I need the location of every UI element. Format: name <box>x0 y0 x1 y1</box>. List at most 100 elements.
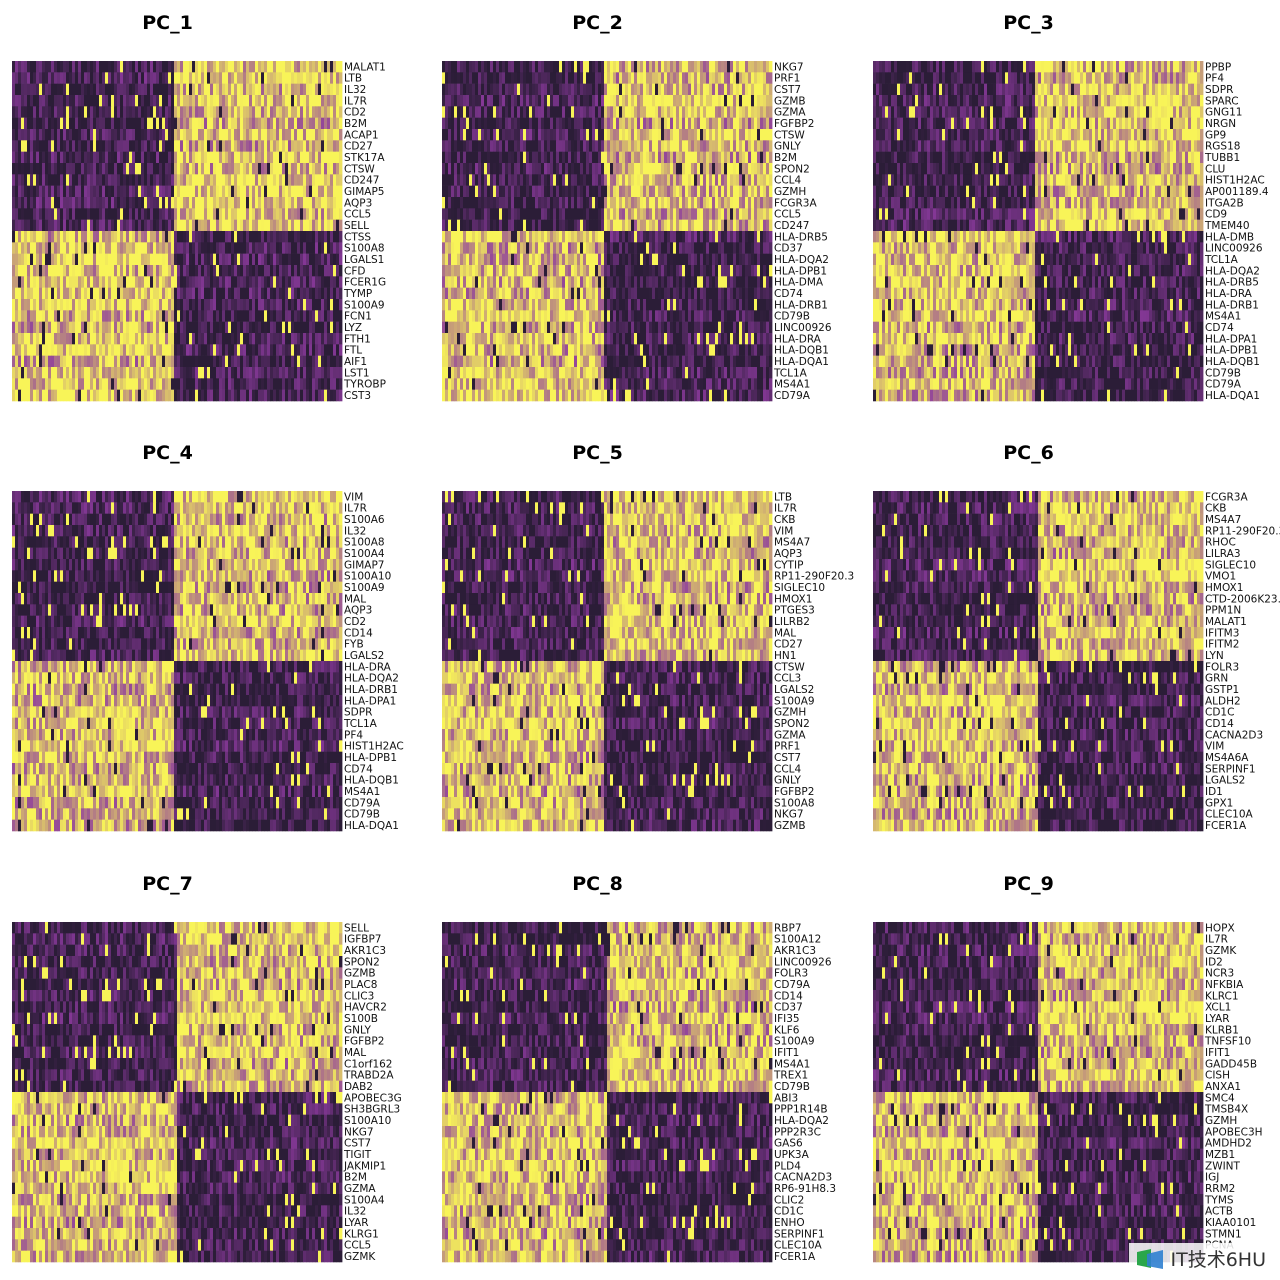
heatmap-cell <box>15 163 19 175</box>
heatmap-cell <box>712 129 716 141</box>
heatmap-cell <box>12 95 16 107</box>
heatmap-cell <box>57 151 61 164</box>
heatmap-cell <box>571 129 575 141</box>
heatmap-cell <box>15 242 19 254</box>
heatmap-cell <box>291 174 295 186</box>
heatmap-cell <box>559 83 563 96</box>
heatmap-cell <box>99 95 103 107</box>
heatmap-cell <box>15 72 19 84</box>
heatmap-cell <box>652 185 656 198</box>
heatmap-cell <box>493 174 497 186</box>
heatmap-cell <box>198 367 202 379</box>
heatmap-cell <box>141 208 145 220</box>
heatmap-cell <box>123 140 127 152</box>
heatmap-cell <box>315 242 319 254</box>
heatmap-cell <box>156 61 160 73</box>
heatmap-cell <box>724 151 728 164</box>
heatmap-cell <box>279 299 283 311</box>
heatmap-cell <box>324 265 328 277</box>
gene-label: TYROBP <box>343 379 386 391</box>
heatmap-cell <box>276 265 280 277</box>
heatmap-cell <box>93 106 97 118</box>
heatmap-cell <box>36 95 40 107</box>
heatmap-cell <box>484 151 488 164</box>
heatmap-cell <box>655 129 659 141</box>
heatmap-cell <box>718 95 722 107</box>
heatmap-cell <box>63 253 67 266</box>
heatmap-cell <box>72 95 76 107</box>
heatmap-cell <box>556 72 560 84</box>
heatmap-cell <box>111 83 115 96</box>
heatmap-cell <box>255 174 259 186</box>
heatmap-cell <box>616 106 620 118</box>
heatmap-cell <box>520 106 524 118</box>
heatmap-cell <box>637 163 641 175</box>
heatmap-cell <box>607 151 611 164</box>
heatmap-cell <box>715 117 719 130</box>
heatmap-cell <box>306 83 310 96</box>
heatmap-cell <box>493 129 497 141</box>
heatmap-cell <box>108 253 112 266</box>
heatmap-cell <box>763 72 767 84</box>
heatmap-cell <box>258 367 262 379</box>
heatmap-cell <box>186 253 190 266</box>
heatmap-cell <box>69 219 73 232</box>
heatmap-cell <box>135 333 139 345</box>
heatmap-cell <box>520 83 524 96</box>
heatmap-cell <box>556 61 560 73</box>
heatmap-cell <box>267 95 271 107</box>
heatmap-cell <box>204 253 208 266</box>
heatmap-cell <box>700 83 704 96</box>
heatmap-cell <box>27 287 31 300</box>
heatmap-cell <box>291 367 295 379</box>
heatmap-cell <box>685 185 689 198</box>
heatmap-cell <box>72 208 76 220</box>
heatmap-cell <box>114 299 118 311</box>
heatmap-cell <box>309 287 313 300</box>
heatmap-cell <box>57 367 61 379</box>
heatmap-cell <box>613 83 617 96</box>
heatmap-cell <box>294 253 298 266</box>
heatmap-cell <box>472 106 476 118</box>
heatmap-cell <box>60 287 64 300</box>
heatmap-cell <box>84 276 88 288</box>
heatmap-cell <box>117 355 121 368</box>
heatmap-cell <box>210 265 214 277</box>
heatmap-cell <box>54 287 58 300</box>
heatmap-cell <box>132 333 136 345</box>
heatmap-cell <box>598 106 602 118</box>
heatmap-cell <box>631 117 635 130</box>
heatmap-cell <box>63 197 67 209</box>
heatmap-cell <box>168 83 172 96</box>
heatmap-cell <box>541 83 545 96</box>
heatmap-cell <box>189 95 193 107</box>
heatmap-cell <box>733 185 737 198</box>
heatmap-cell <box>93 389 97 402</box>
heatmap-cell <box>96 367 100 379</box>
heatmap-cell <box>138 72 142 84</box>
heatmap-cell <box>249 231 253 243</box>
heatmap-cell <box>219 321 223 334</box>
heatmap-cell <box>472 185 476 198</box>
heatmap-cell <box>192 378 196 390</box>
heatmap-cell <box>691 151 695 164</box>
heatmap-cell <box>204 61 208 73</box>
heatmap-cell <box>27 310 31 322</box>
heatmap-cell <box>300 174 304 186</box>
heatmap-cell <box>279 378 283 390</box>
heatmap-cell <box>333 389 337 402</box>
heatmap-cell <box>559 72 563 84</box>
heatmap-cell <box>258 344 262 356</box>
heatmap-cell <box>132 344 136 356</box>
heatmap-cell <box>294 344 298 356</box>
heatmap-cell <box>189 140 193 152</box>
heatmap-cell <box>315 276 319 288</box>
heatmap-cell <box>652 83 656 96</box>
heatmap-cell <box>484 117 488 130</box>
heatmap-cell <box>285 61 289 73</box>
heatmap-cell <box>502 95 506 107</box>
heatmap-cell <box>240 72 244 84</box>
heatmap-cell <box>18 163 22 175</box>
heatmap-cell <box>673 185 677 198</box>
heatmap-cell <box>45 231 49 243</box>
